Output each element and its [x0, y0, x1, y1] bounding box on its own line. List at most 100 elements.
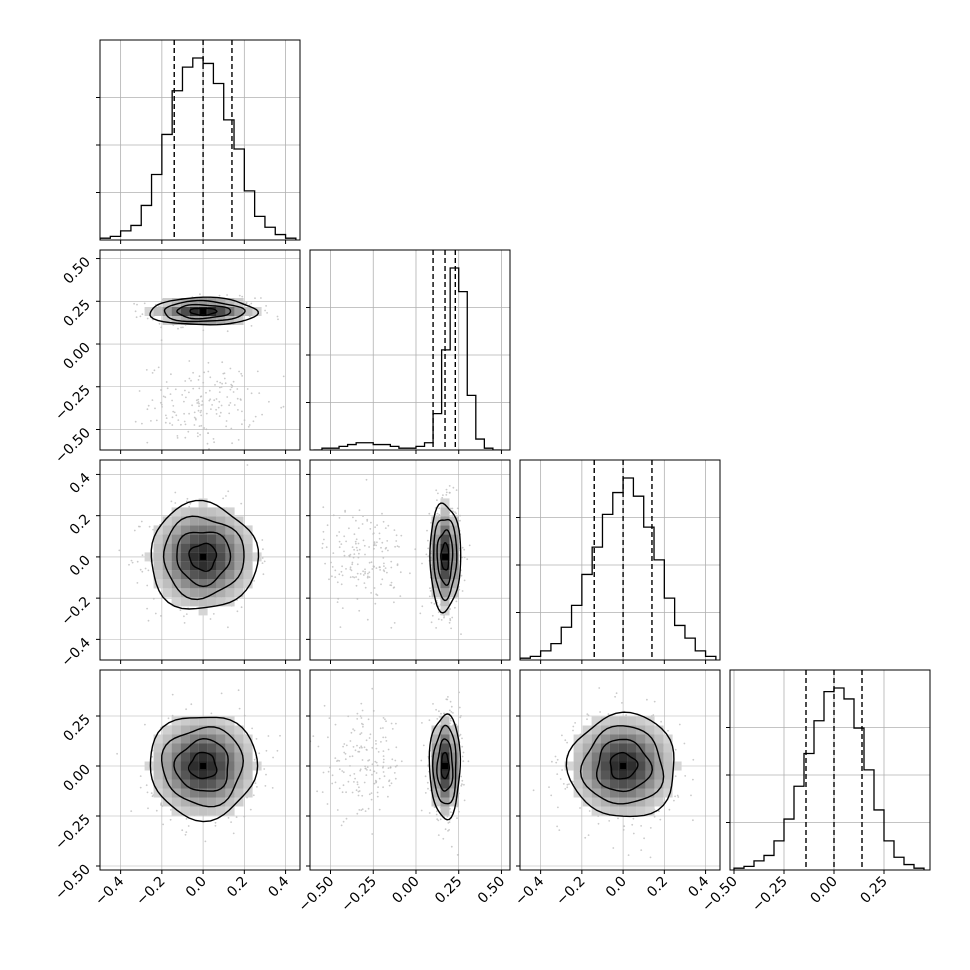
- scatter-point: [375, 544, 377, 547]
- density-cell: [564, 761, 574, 771]
- density-cell: [449, 543, 459, 553]
- scatter-point: [356, 712, 359, 715]
- density-cell: [431, 516, 441, 526]
- scatter-point: [365, 748, 368, 751]
- scatter-point: [226, 396, 229, 398]
- scatter-point: [185, 500, 188, 503]
- scatter-point: [380, 546, 382, 549]
- scatter-point: [342, 745, 344, 748]
- density-cell: [431, 543, 441, 553]
- density-cell: [243, 307, 253, 316]
- scatter-point: [338, 546, 341, 549]
- scatter-point: [223, 372, 226, 375]
- scatter-point: [674, 795, 676, 798]
- scatter-point: [146, 441, 149, 444]
- x-tick-label: −0.50: [296, 874, 338, 916]
- scatter-point: [378, 777, 381, 780]
- scatter-point: [438, 724, 441, 726]
- scatter-point: [394, 545, 396, 548]
- density-cell: [573, 770, 583, 780]
- y-tick-label: −0.25: [52, 812, 94, 854]
- scatter-point: [138, 390, 141, 392]
- scatter-point: [449, 619, 452, 622]
- scatter-point: [394, 777, 397, 780]
- density-cell: [449, 579, 459, 589]
- scatter-point: [400, 534, 403, 537]
- scatter-point: [341, 791, 344, 794]
- density-cell: [609, 761, 619, 771]
- scatter-point: [396, 563, 399, 566]
- x-tick-label: 0.2: [224, 874, 251, 901]
- density-cell: [189, 761, 199, 771]
- scatter-point: [366, 518, 369, 521]
- density-cell: [654, 779, 664, 789]
- scatter-point: [134, 420, 137, 423]
- scatter-point: [367, 572, 369, 575]
- scatter-point: [421, 722, 423, 724]
- density-cell: [216, 525, 226, 535]
- density-cell: [609, 779, 619, 789]
- density-cell: [243, 743, 253, 753]
- scatter-point: [261, 562, 264, 564]
- scatter-point: [631, 823, 634, 826]
- scatter-point: [186, 497, 189, 500]
- scatter-point: [265, 749, 268, 752]
- scatter-point: [391, 728, 394, 730]
- density-cell: [162, 779, 172, 789]
- density-cell: [207, 716, 217, 726]
- scatter-point: [169, 393, 172, 395]
- density-cell: [243, 561, 253, 571]
- scatter-point: [452, 510, 454, 513]
- scatter-point: [351, 546, 354, 548]
- scatter-point: [342, 784, 345, 787]
- scatter-point: [143, 302, 146, 305]
- density-cell: [440, 716, 450, 726]
- density-cell: [216, 761, 226, 771]
- density-cell: [216, 588, 226, 598]
- scatter-point: [409, 572, 411, 575]
- density-cell: [153, 770, 163, 780]
- density-cell: [171, 543, 181, 553]
- density-cell: [573, 743, 583, 753]
- scatter-point: [147, 807, 149, 810]
- scatter-point: [199, 411, 202, 414]
- density-cell: [627, 752, 637, 762]
- density-cell: [234, 534, 244, 544]
- scatter-point: [195, 399, 198, 402]
- density-cell: [636, 716, 646, 726]
- scatter-point: [337, 597, 340, 600]
- scatter-point: [428, 595, 431, 598]
- density-cell: [180, 597, 190, 607]
- scatter-point: [144, 567, 147, 570]
- scatter-point: [458, 588, 461, 591]
- scatter-point: [331, 782, 334, 785]
- density-cell: [234, 797, 244, 807]
- density-cell: [207, 570, 217, 580]
- scatter-point: [146, 584, 149, 587]
- scatter-point: [357, 527, 360, 529]
- scatter-point: [354, 540, 357, 543]
- scatter-point: [371, 568, 374, 570]
- density-cell: [153, 570, 163, 580]
- density-cell: [225, 770, 235, 780]
- scatter-point: [441, 496, 444, 499]
- scatter-point: [384, 527, 387, 529]
- scatter-point: [240, 502, 243, 505]
- scatter-point: [147, 569, 150, 572]
- density-cell: [198, 797, 208, 807]
- scatter-point: [263, 560, 266, 563]
- density-cell: [654, 761, 664, 771]
- density-cell: [600, 788, 610, 798]
- scatter-point: [379, 727, 382, 730]
- scatter-point: [255, 738, 258, 740]
- scatter-point: [344, 758, 347, 761]
- scatter-point: [204, 840, 207, 843]
- density-cell: [171, 588, 181, 598]
- scatter-point: [150, 792, 153, 794]
- scatter-point: [365, 739, 368, 742]
- density-cell: [225, 561, 235, 571]
- density-cell: [216, 516, 226, 526]
- scatter-point: [440, 712, 442, 715]
- scatter-point: [358, 552, 360, 555]
- density-cell: [216, 806, 226, 816]
